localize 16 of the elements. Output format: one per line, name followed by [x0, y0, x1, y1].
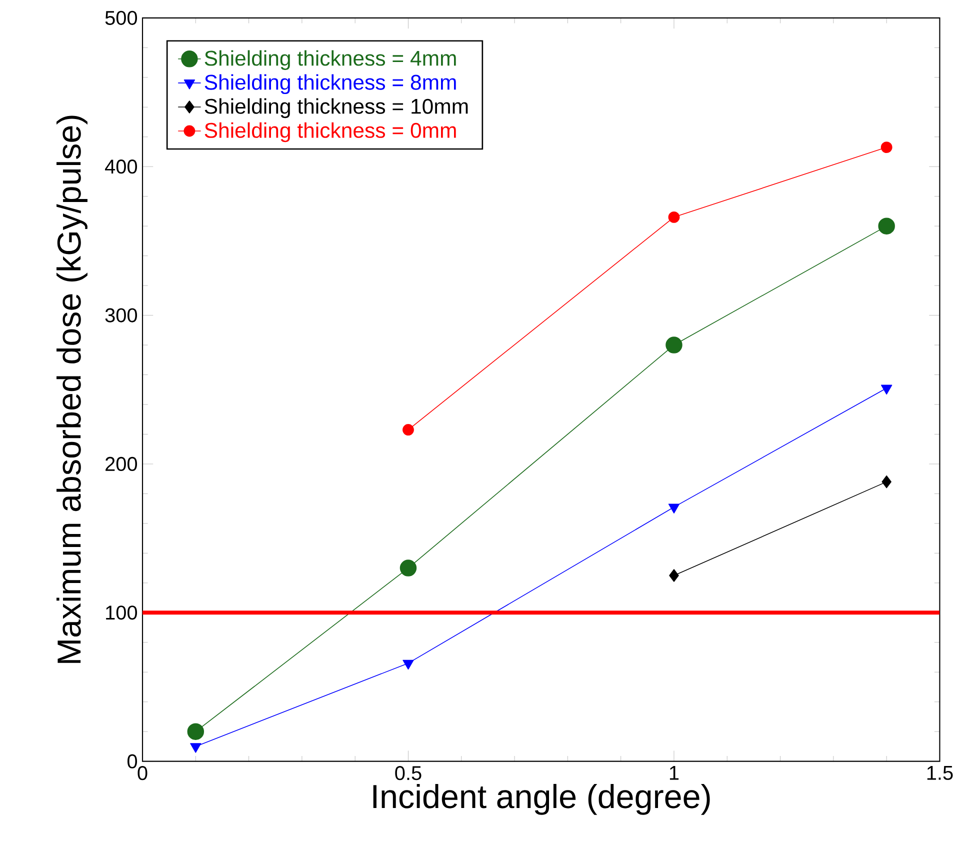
y-tick-label: 300: [105, 308, 138, 322]
x-tick-label: 1: [670, 766, 679, 780]
y-axis-title: Maximum absorbed dose (kGy/pulse): [56, 116, 88, 663]
legend-label: Shielding thickness = 8mm: [204, 74, 456, 94]
legend-label: Shielding thickness = 10mm: [204, 98, 468, 118]
y-tick-label: 0: [127, 754, 138, 768]
y-tick-label: 100: [106, 606, 138, 620]
x-tick-label: 1.5: [927, 766, 953, 780]
y-tick-label: 200: [106, 456, 138, 472]
y-tick-label: 500: [105, 10, 138, 25]
legend-label: Shielding thickness = 0mm: [204, 122, 456, 142]
x-axis-title: Incident angle (degree): [373, 784, 710, 815]
x-tick-label: 0: [138, 766, 148, 780]
y-tick-label: 400: [105, 160, 138, 174]
legend-label: Shielding thickness = 4mm: [204, 50, 456, 70]
x-tick-label: 0.5: [395, 766, 422, 780]
